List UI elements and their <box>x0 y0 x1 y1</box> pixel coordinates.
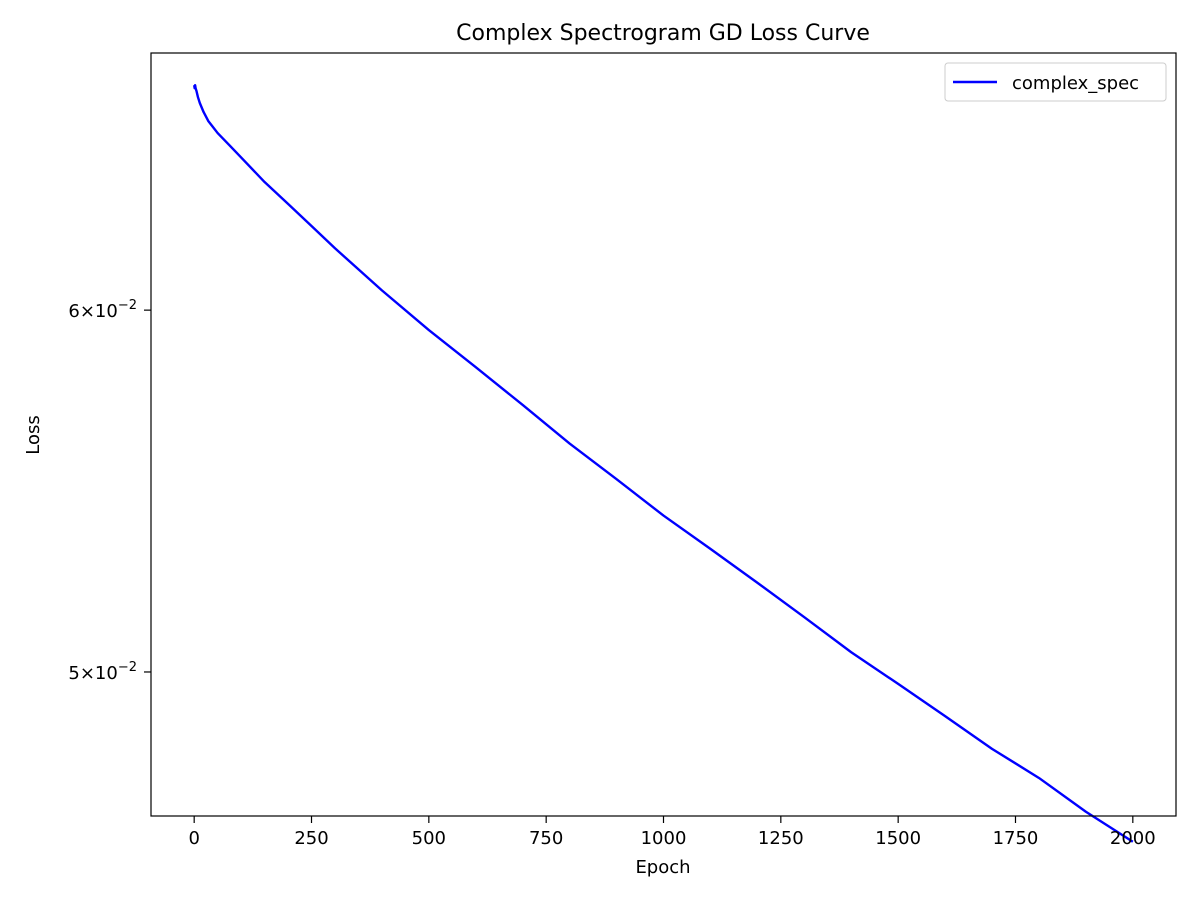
y-tick-label: 6×10−2 <box>68 298 137 322</box>
y-tick-exponent: −2 <box>118 298 137 313</box>
y-axis-label: Loss <box>23 415 44 454</box>
y-tick-exponent: −2 <box>118 660 137 675</box>
y-tick-base: 10 <box>95 301 118 322</box>
y-tick-label: 5×10−2 <box>68 660 137 684</box>
x-tick-label: 1500 <box>875 828 921 849</box>
series-layer <box>192 84 1134 843</box>
y-tick-times: × <box>80 301 95 322</box>
y-tick-mantissa: 6 <box>68 301 79 322</box>
plot-area <box>151 53 1176 816</box>
x-tick-label: 250 <box>294 828 328 849</box>
x-tick-label: 500 <box>412 828 446 849</box>
legend: complex_spec <box>944 62 1167 102</box>
y-tick-times: × <box>80 663 95 684</box>
x-axis-label: Epoch <box>635 857 690 878</box>
legend-box <box>944 62 1167 102</box>
x-tick-label: 1750 <box>993 828 1039 849</box>
chart-title: Complex Spectrogram GD Loss Curve <box>456 21 870 46</box>
legend-label-complex-spec: complex_spec <box>1012 73 1139 94</box>
x-axis-ticks: 0 250 500 750 1000 1250 1500 1750 2000 <box>188 816 1156 849</box>
x-tick-label: 1250 <box>758 828 804 849</box>
y-axis-ticks: 6×10−25×10−2 <box>68 298 151 684</box>
x-tick-label: 750 <box>529 828 563 849</box>
y-tick-mantissa: 5 <box>68 663 79 684</box>
series-line-complex-spec <box>192 84 1134 843</box>
x-tick-label: 1000 <box>641 828 687 849</box>
y-tick-base: 10 <box>95 663 118 684</box>
x-tick-label: 2000 <box>1110 828 1156 849</box>
x-tick-label: 0 <box>188 828 199 849</box>
